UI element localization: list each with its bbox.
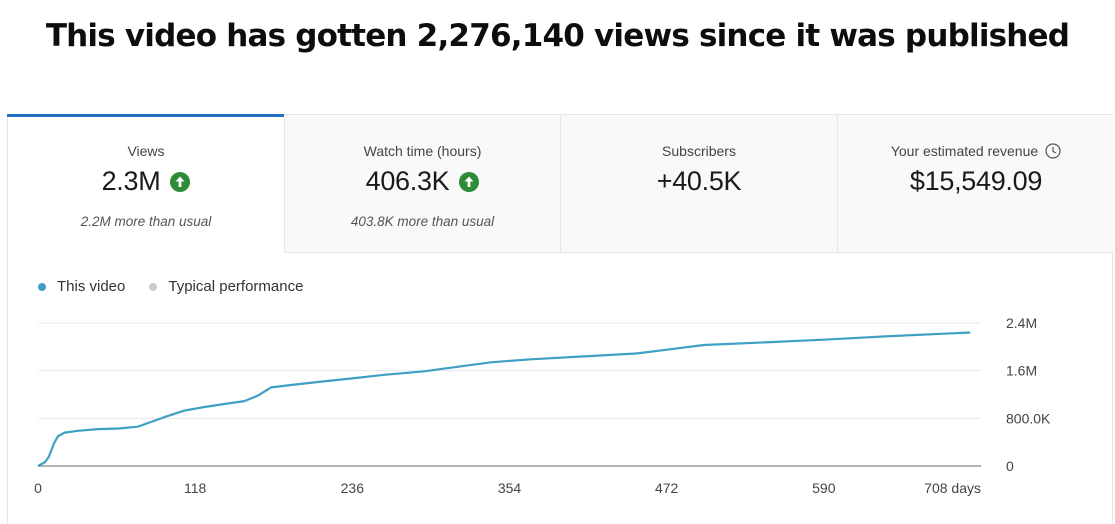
arrow-up-icon <box>170 171 191 192</box>
analytics-card: Views 2.3M 2.2M more than usual Watch ti… <box>7 114 1114 523</box>
tab-label: Your estimated revenue <box>890 143 1039 159</box>
tab-comparison: 403.8K more than usual <box>350 214 495 229</box>
x-tick-label: 354 <box>498 480 522 496</box>
legend-item-typical[interactable]: Typical performance <box>149 278 303 295</box>
tab-value: +40.5K <box>656 166 742 196</box>
y-tick-label: 800.0K <box>1006 410 1051 426</box>
tab-value: 406.3K <box>365 166 450 196</box>
legend-dot <box>149 282 158 291</box>
series-line-this-video <box>37 331 971 467</box>
y-tick-label: 2.4M <box>1006 315 1037 331</box>
x-tick-label: 0 <box>34 480 42 496</box>
legend-label: This video <box>57 278 126 295</box>
tab-revenue[interactable]: Your estimated revenue $15,549.09 <box>837 115 1114 253</box>
y-tick-label: 1.6M <box>1006 363 1037 379</box>
tab-watch-time[interactable]: Watch time (hours) 406.3K 403.8K more th… <box>284 115 560 253</box>
tab-label: Views <box>127 143 165 159</box>
clock-icon[interactable] <box>1045 143 1061 159</box>
tab-value: 2.3M <box>101 166 161 196</box>
metric-tabs: Views 2.3M 2.2M more than usual Watch ti… <box>7 114 1114 253</box>
x-tick-label: 590 <box>812 480 836 496</box>
tab-views[interactable]: Views 2.3M 2.2M more than usual <box>7 114 284 253</box>
tab-label: Subscribers <box>662 143 736 159</box>
page-headline: This video has gotten 2,276,140 views si… <box>45 18 1070 54</box>
legend-dot <box>38 282 46 291</box>
tab-value: $15,549.09 <box>909 166 1043 196</box>
x-tick-label: 118 <box>184 480 207 496</box>
arrow-up-icon <box>459 171 480 192</box>
x-tick-label: 472 <box>655 480 679 496</box>
y-tick-label: 0 <box>1006 458 1014 474</box>
tab-comparison: 2.2M more than usual <box>80 214 212 229</box>
x-tick-label: 708 days <box>924 480 981 496</box>
legend-label: Typical performance <box>168 278 304 295</box>
views-line-chart: 0 800.0K 1.6M 2.4M 0 118 236 354 472 590 708 days <box>34 315 1051 496</box>
x-tick-label: 236 <box>341 480 365 496</box>
tab-label: Watch time (hours) <box>363 143 482 159</box>
tab-subscribers[interactable]: Subscribers +40.5K <box>560 115 837 253</box>
chart-legend: This video Typical performance <box>38 278 327 295</box>
legend-item-this-video[interactable]: This video <box>38 278 125 295</box>
